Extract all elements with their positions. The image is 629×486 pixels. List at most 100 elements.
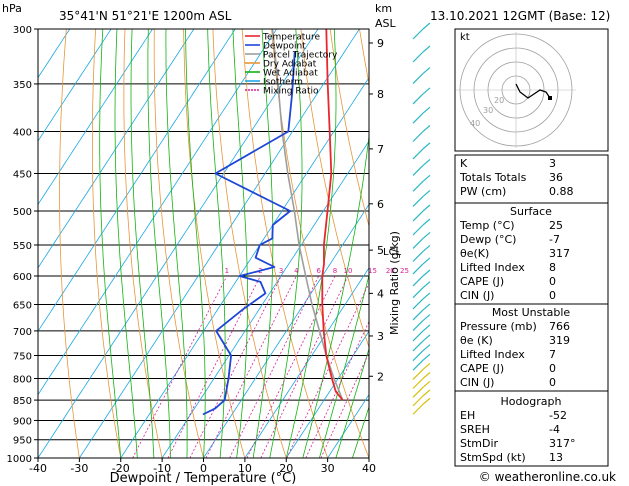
- surface-row-value: 0: [549, 275, 556, 288]
- hodograph-row-label: StmSpd (kt): [460, 451, 526, 464]
- x-axis-title: Dewpoint / Temperature (°C): [110, 471, 297, 486]
- legend-label: Wet Adiabat: [263, 69, 318, 79]
- surface-row-label: θe(K): [460, 247, 489, 260]
- legend-label: Isotherm: [263, 78, 303, 88]
- wind-barb-icon: [412, 73, 424, 85]
- temperature-tick-label: 40: [362, 462, 376, 475]
- k-label: K: [460, 157, 468, 170]
- wind-barb-icon: [412, 180, 424, 192]
- isotherm-line: [79, 29, 360, 458]
- wind-barb-icon: [412, 210, 424, 222]
- pressure-tick-label: 500: [13, 207, 32, 218]
- wind-barb-flag: [422, 159, 431, 166]
- mixing-ratio-line: [189, 275, 282, 458]
- surface-rows: Temp (°C) 25 Dewp (°C) -7 θe(K) 317 Lifted Ind…: [459, 219, 570, 302]
- isotherm-line: [161, 140, 369, 458]
- wind-barb-icon: [412, 340, 424, 352]
- dry-adiabat-line: [623, 29, 629, 458]
- k-value: 3: [549, 157, 556, 170]
- wind-barb-flag: [422, 380, 431, 388]
- legend-label: Dry Adiabat: [263, 60, 317, 70]
- isotherm-line: [38, 29, 195, 269]
- wet-adiabat-line: [318, 273, 369, 458]
- wind-barb-flag: [422, 87, 431, 95]
- isotherm-line: [327, 393, 369, 458]
- datetime-title: 13.10.2021 12GMT (Base: 12): [430, 9, 610, 23]
- temperature-tick-label: 0: [200, 462, 207, 475]
- wind-barb-flag: [422, 218, 431, 226]
- wind-barb-flag: [422, 389, 431, 397]
- wind-barbs: [412, 22, 431, 415]
- wind-barb-flag: [422, 106, 431, 114]
- pressure-tick-label: 650: [13, 301, 32, 312]
- lcl-label: LCL: [383, 247, 402, 258]
- height-tick-label: 3: [377, 330, 384, 343]
- surface-row-label: CIN (J): [460, 289, 494, 302]
- mixing-ratio-line: [205, 275, 297, 458]
- mixing-ratio-tick-label: 20: [386, 267, 395, 275]
- wind-barb-flag: [422, 142, 431, 150]
- hodograph-box: [454, 390, 609, 467]
- pressure-unit-label: hPa: [2, 2, 22, 15]
- wind-barb-flag: [422, 314, 431, 322]
- mixing-ratio-axis-title: Mixing Ratio (g/kg): [388, 231, 401, 335]
- asl-unit-label: ASL: [375, 17, 397, 30]
- wind-barb-icon: [412, 386, 424, 398]
- wind-barb-icon: [412, 395, 424, 407]
- hodograph-row-value: -52: [549, 409, 567, 422]
- mixing-ratio-tick-label: 8: [333, 267, 337, 275]
- background-lines: [38, 29, 629, 458]
- surface-row-value: -7: [549, 233, 560, 246]
- wind-barb-icon: [412, 196, 424, 207]
- storm-motion-marker: [548, 96, 552, 100]
- wind-barb-icon: [412, 369, 424, 380]
- mixing-ratio-tick-label: 3: [279, 267, 283, 275]
- hodograph-row-value: 317°: [549, 437, 576, 450]
- pw-label: PW (cm): [460, 185, 506, 198]
- wind-barb-icon: [412, 298, 424, 310]
- wind-barb-flag: [422, 231, 431, 239]
- wind-barb-flag: [422, 257, 431, 265]
- legend-label: Temperature: [262, 33, 320, 43]
- temperature-tick-label: 30: [321, 462, 335, 475]
- hodograph-row-label: StmDir: [460, 437, 499, 450]
- wet-adiabat-line: [130, 29, 155, 458]
- dry-adiabat-line: [183, 29, 246, 458]
- dry-adiabat-line: [329, 29, 369, 228]
- mixing-ratio-tick-label: 4: [294, 267, 299, 275]
- hodograph-ring-label: 20: [494, 96, 504, 105]
- wet-adiabat-line: [114, 29, 138, 458]
- height-tick-label: 7: [377, 143, 384, 156]
- wet-adiabat-line: [207, 29, 226, 458]
- wind-barb-flag: [422, 125, 431, 132]
- most-unstable-row-value: 0: [549, 376, 556, 389]
- wind-barb-flag: [422, 269, 431, 277]
- surface-row-value: 0: [549, 289, 556, 302]
- wet-adiabat-line: [232, 29, 248, 458]
- mixing-ratio-tick-label: 6: [316, 267, 321, 275]
- wind-barb-flag: [422, 45, 431, 53]
- mixing-ratio-tick-label: 25: [400, 267, 409, 275]
- temperature-tick-label: -40: [29, 462, 47, 475]
- dry-adiabat-line: [241, 29, 328, 458]
- pressure-tick-label: 600: [13, 272, 32, 283]
- height-tick-label: 6: [377, 198, 384, 211]
- hodograph-unit-label: kt: [460, 32, 470, 43]
- temperature-axis: -40 -30 -20 -10 0 10 20 30 40: [29, 458, 376, 475]
- dry-adiabat-line: [59, 29, 80, 458]
- wind-barb-flag: [422, 204, 431, 212]
- mixing-ratio-tick-label: 10: [344, 267, 353, 275]
- hodograph-table: Hodograph EH -52 SREH -4 StmDir 317° StmSpd (k…: [454, 390, 609, 467]
- wind-barb-icon: [412, 250, 424, 262]
- wet-adiabat-line: [252, 29, 274, 458]
- hodograph-row-label: EH: [460, 409, 475, 422]
- height-tick-label: 8: [377, 88, 384, 101]
- legend-label: Dewpoint: [263, 42, 306, 52]
- wind-barb-icon: [412, 131, 424, 142]
- wet-adiabat-line: [147, 29, 171, 458]
- pressure-tick-label: 350: [13, 80, 32, 91]
- most-unstable-row-label: Lifted Index: [460, 348, 525, 361]
- surface-row-label: CAPE (J): [460, 275, 504, 288]
- most-unstable-row-label: CAPE (J): [460, 362, 504, 375]
- temperature-tick-label: -20: [112, 462, 130, 475]
